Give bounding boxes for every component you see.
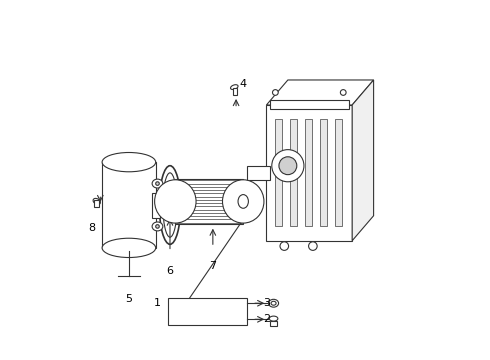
Text: 3: 3 <box>263 298 270 308</box>
FancyBboxPatch shape <box>270 321 277 327</box>
Text: 2: 2 <box>263 314 270 324</box>
FancyBboxPatch shape <box>175 179 243 224</box>
FancyBboxPatch shape <box>335 119 342 226</box>
Circle shape <box>279 157 297 175</box>
FancyBboxPatch shape <box>291 119 297 226</box>
Circle shape <box>341 90 346 95</box>
Ellipse shape <box>269 299 279 307</box>
FancyBboxPatch shape <box>233 88 237 95</box>
Circle shape <box>272 90 278 95</box>
Ellipse shape <box>271 301 276 305</box>
FancyBboxPatch shape <box>94 201 98 207</box>
Text: 1: 1 <box>154 298 161 308</box>
FancyBboxPatch shape <box>275 119 282 226</box>
FancyBboxPatch shape <box>270 100 348 109</box>
Text: 8: 8 <box>88 223 95 233</box>
Circle shape <box>309 242 317 250</box>
Ellipse shape <box>102 153 156 172</box>
Ellipse shape <box>222 180 264 223</box>
Ellipse shape <box>238 195 248 208</box>
Text: 7: 7 <box>209 261 217 271</box>
Ellipse shape <box>152 222 163 231</box>
Ellipse shape <box>93 198 100 204</box>
Ellipse shape <box>152 179 163 188</box>
FancyBboxPatch shape <box>305 119 312 226</box>
Ellipse shape <box>230 85 238 90</box>
Ellipse shape <box>159 166 181 244</box>
Circle shape <box>280 242 289 250</box>
Text: 5: 5 <box>125 294 132 304</box>
Ellipse shape <box>102 238 156 257</box>
FancyBboxPatch shape <box>247 166 270 180</box>
FancyBboxPatch shape <box>168 298 247 325</box>
FancyBboxPatch shape <box>320 119 327 226</box>
Circle shape <box>272 150 304 182</box>
Ellipse shape <box>270 316 278 321</box>
FancyBboxPatch shape <box>152 193 160 217</box>
FancyBboxPatch shape <box>267 105 352 241</box>
Ellipse shape <box>155 180 196 223</box>
FancyBboxPatch shape <box>102 162 156 248</box>
Polygon shape <box>352 80 373 241</box>
Polygon shape <box>267 80 373 105</box>
Ellipse shape <box>163 173 177 237</box>
Text: 4: 4 <box>240 78 247 89</box>
Circle shape <box>156 182 159 185</box>
Text: 6: 6 <box>167 266 173 276</box>
Circle shape <box>156 225 159 228</box>
